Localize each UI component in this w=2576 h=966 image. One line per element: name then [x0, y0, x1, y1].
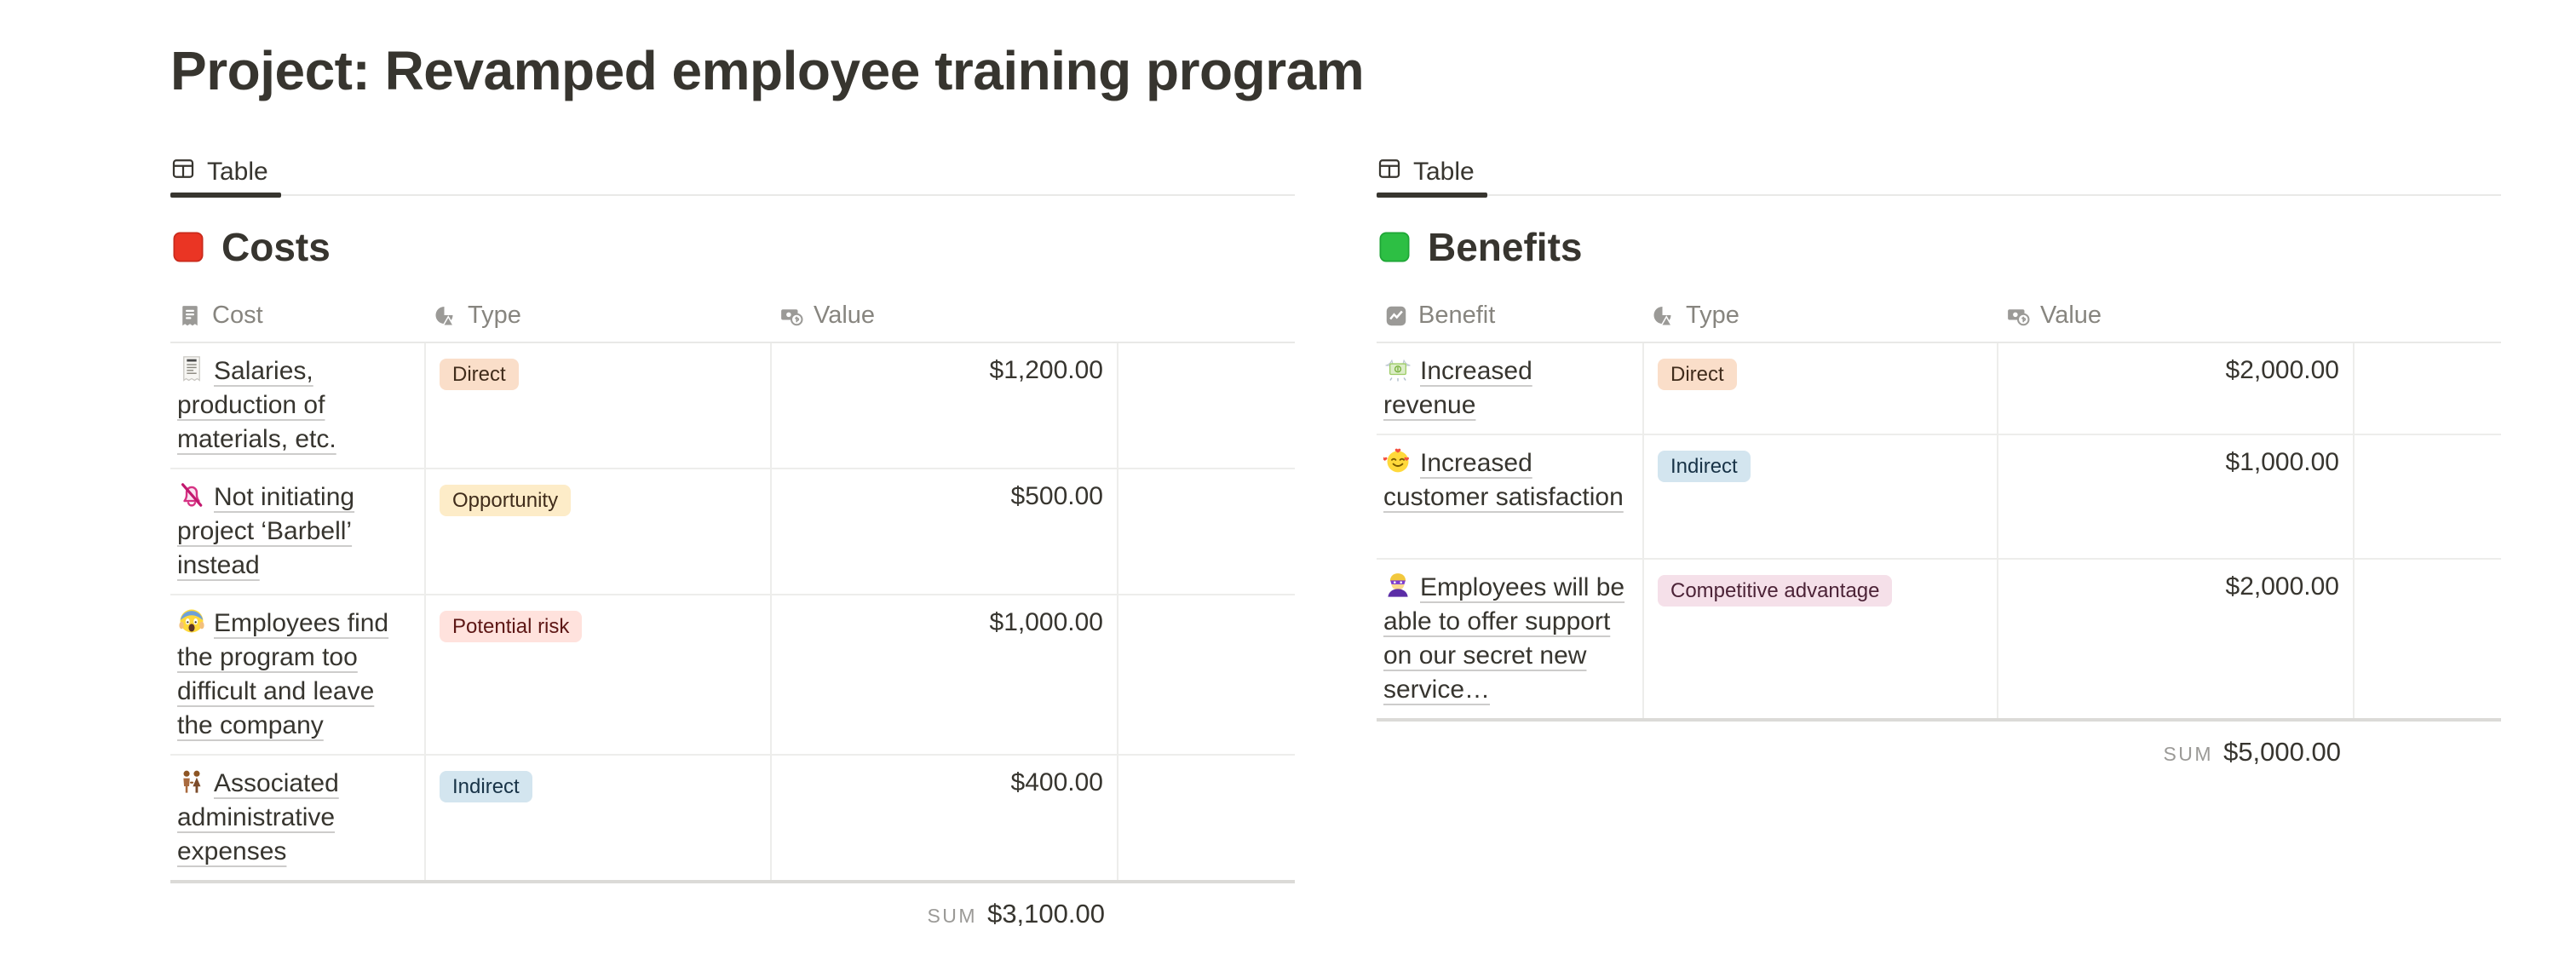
- green-square-icon: [1377, 229, 1412, 265]
- page-link[interactable]: Not initiating project ‘Barbell’ instead: [177, 483, 355, 579]
- value-cell[interactable]: $1,200.00: [772, 343, 1118, 468]
- page-link[interactable]: Increased revenue: [1383, 357, 1532, 419]
- select-property-icon: [433, 303, 458, 329]
- sum-label: SUM: [927, 905, 978, 927]
- value-cell[interactable]: $2,000.00: [1998, 343, 2355, 434]
- cost-title-cell[interactable]: Employees find the program too difficult…: [170, 595, 426, 754]
- costs-heading: Costs: [170, 223, 1295, 271]
- cost-title-cell[interactable]: Not initiating project ‘Barbell’ instead: [170, 469, 426, 594]
- column-header-cost[interactable]: Cost: [170, 291, 426, 342]
- table-row: Not initiating project ‘Barbell’ instead…: [170, 469, 1295, 595]
- column-header-benefit[interactable]: Benefit: [1377, 291, 1644, 342]
- view-tabbar: Table: [1377, 150, 2501, 198]
- value-cell[interactable]: $1,000.00: [772, 595, 1118, 754]
- type-tag[interactable]: Indirect: [440, 771, 532, 802]
- table-header-row: Benefit Type Value: [1377, 291, 2501, 343]
- type-tag[interactable]: Direct: [440, 359, 519, 390]
- column-header-empty: [1118, 291, 1295, 342]
- benefit-title-cell[interactable]: Increased revenue: [1377, 343, 1644, 434]
- sum-value: $5,000.00: [2223, 737, 2341, 767]
- table-header-row: Cost Type Value: [170, 291, 1295, 343]
- tab-label: Table: [1413, 158, 1475, 186]
- cost-title-cell[interactable]: Salaries, production of materials, etc.: [170, 343, 426, 468]
- value-cell[interactable]: $1,000.00: [1998, 435, 2355, 558]
- benefit-title-cell[interactable]: Employees will be able to offer support …: [1377, 560, 1644, 718]
- empty-cell: [1118, 469, 1295, 594]
- type-cell[interactable]: Opportunity: [426, 469, 772, 594]
- empty-cell: [2355, 560, 2501, 718]
- receipt-icon: [177, 354, 206, 383]
- benefit-title-cell[interactable]: Increased customer satisfaction: [1377, 435, 1644, 558]
- receipt-property-icon: [177, 303, 203, 329]
- empty-cell: [1118, 595, 1295, 754]
- red-square-icon: [170, 229, 206, 265]
- column-header-empty: [2355, 291, 2501, 342]
- type-tag[interactable]: Potential risk: [440, 611, 583, 642]
- cost-title-cell[interactable]: Associated administrative expenses: [170, 756, 426, 880]
- type-tag[interactable]: Indirect: [1658, 451, 1751, 482]
- empty-cell: [2355, 435, 2501, 558]
- type-tag[interactable]: Competitive advantage: [1658, 575, 1893, 607]
- type-cell[interactable]: Direct: [1644, 343, 1998, 434]
- value-cell[interactable]: $500.00: [772, 469, 1118, 594]
- benefits-heading: Benefits: [1377, 223, 2501, 271]
- page-title: Project: Revamped employee training prog…: [170, 40, 1365, 101]
- money-with-wings-icon: [1383, 354, 1412, 383]
- tab-table[interactable]: Table: [1377, 150, 1475, 194]
- empty-cell: [2355, 343, 2501, 434]
- value-cell[interactable]: $400.00: [772, 756, 1118, 880]
- sum-value: $3,100.00: [987, 899, 1105, 929]
- table-row: Associated administrative expenses Indir…: [170, 756, 1295, 883]
- table-row: Increased customer satisfaction Indirect…: [1377, 435, 2501, 560]
- type-cell[interactable]: Indirect: [426, 756, 772, 880]
- page-link[interactable]: Salaries, production of materials, etc.: [177, 357, 336, 453]
- page-link[interactable]: Employees will be able to offer support …: [1383, 573, 1625, 704]
- sum-row[interactable]: SUM $3,100.00: [170, 883, 1118, 929]
- empty-cell: [1118, 756, 1295, 880]
- page-link[interactable]: Associated administrative expenses: [177, 769, 339, 865]
- value-cell[interactable]: $2,000.00: [1998, 560, 2355, 718]
- table-view-icon: [1377, 156, 1402, 188]
- two-people-icon: [177, 767, 206, 796]
- sum-label: SUM: [2163, 743, 2214, 765]
- tab-label: Table: [207, 158, 268, 186]
- smiling-face-hearts-icon: [1383, 446, 1412, 475]
- table-row: Employees will be able to offer support …: [1377, 560, 2501, 722]
- type-tag[interactable]: Opportunity: [440, 485, 572, 516]
- column-header-type[interactable]: Type: [426, 291, 772, 342]
- benefits-database: Table Benefits Benefit Type Value Increa…: [1377, 150, 2501, 768]
- screaming-face-icon: [177, 607, 206, 635]
- costs-database: Table Costs Cost Type Value Salaries, pr…: [170, 150, 1295, 929]
- type-tag[interactable]: Direct: [1658, 359, 1737, 390]
- type-cell[interactable]: Competitive advantage: [1644, 560, 1998, 718]
- type-cell[interactable]: Direct: [426, 343, 772, 468]
- sum-row[interactable]: SUM $5,000.00: [1377, 722, 2355, 768]
- type-cell[interactable]: Potential risk: [426, 595, 772, 754]
- column-header-type[interactable]: Type: [1644, 291, 1998, 342]
- chart-property-icon: [1383, 303, 1409, 329]
- active-tab-indicator: [170, 193, 281, 198]
- type-cell[interactable]: Indirect: [1644, 435, 1998, 558]
- table-row: Employees find the program too difficult…: [170, 595, 1295, 756]
- table-row: Increased revenue Direct $2,000.00: [1377, 343, 2501, 435]
- empty-cell: [1118, 343, 1295, 468]
- page-link[interactable]: Increased customer satisfaction: [1383, 449, 1624, 511]
- page-link[interactable]: Employees find the program too difficult…: [177, 609, 389, 739]
- table-view-icon: [170, 156, 196, 188]
- column-header-value[interactable]: Value: [1998, 291, 2355, 342]
- column-header-value[interactable]: Value: [772, 291, 1118, 342]
- tab-table[interactable]: Table: [170, 150, 268, 194]
- view-tabbar: Table: [170, 150, 1295, 198]
- active-tab-indicator: [1377, 193, 1487, 198]
- money-property-icon: [2005, 303, 2031, 329]
- bell-slash-icon: [177, 480, 206, 509]
- select-property-icon: [1651, 303, 1676, 329]
- money-property-icon: [779, 303, 804, 329]
- table-row: Salaries, production of materials, etc. …: [170, 343, 1295, 469]
- supervillain-icon: [1383, 571, 1412, 600]
